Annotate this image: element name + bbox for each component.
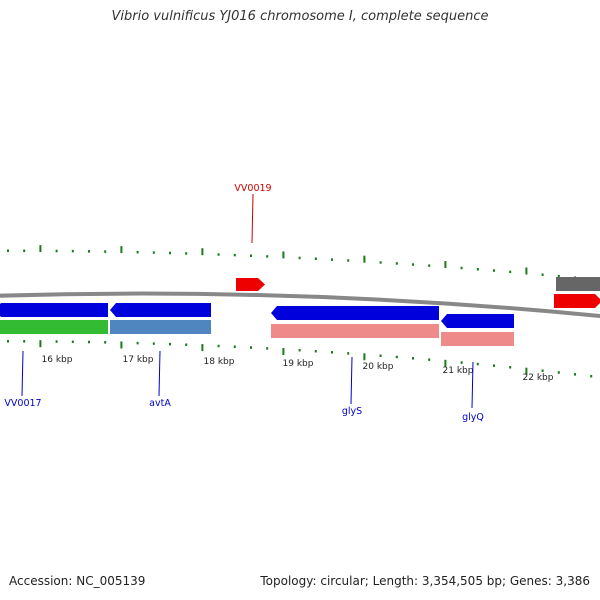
label-leader-line bbox=[21, 350, 24, 397]
gene-arrow-glys bbox=[271, 306, 439, 320]
label-leader-line bbox=[251, 193, 254, 244]
gene-arrow-right-edge bbox=[554, 294, 600, 308]
gene-label-glyq: glyQ bbox=[462, 412, 484, 423]
map-title: Vibrio vulnificus YJ016 chromosome I, co… bbox=[111, 9, 489, 24]
label-leader-line bbox=[158, 350, 161, 397]
tick-label-group: 16 kbp 17 kbp 18 kbp 19 kbp 20 kbp 21 kbp 22 k… bbox=[42, 355, 554, 383]
tick-label: 22 kbp bbox=[523, 373, 554, 383]
cds-bar-glys bbox=[271, 324, 439, 338]
cds-bar-vv0017 bbox=[0, 320, 108, 334]
cds-bar-glyq bbox=[441, 332, 514, 346]
gene-arrow-avta bbox=[110, 303, 211, 317]
tick-label: 19 kbp bbox=[283, 359, 314, 369]
label-leader-line bbox=[350, 356, 353, 405]
cds-bar-avta bbox=[110, 320, 211, 334]
gene-arrow-glyq bbox=[441, 314, 514, 328]
topology-summary: Topology: circular; Length: 3,354,505 bp… bbox=[260, 574, 590, 588]
gene-label-vv0017: VV0017 bbox=[4, 398, 41, 409]
gene-label-avta: avtA bbox=[149, 398, 171, 409]
tick-label: 20 kbp bbox=[363, 362, 394, 372]
accession-label: Accession: NC_005139 bbox=[9, 574, 146, 588]
tick-label: 17 kbp bbox=[123, 355, 154, 365]
gene-label-glys: glyS bbox=[342, 406, 362, 417]
gene-label-group: VV0017 avtA VV0019 glyS glyQ bbox=[4, 183, 483, 423]
gene-arrow-vv0019 bbox=[236, 278, 265, 291]
gene-bar-right-edge bbox=[556, 277, 600, 291]
gene-label-vv0019: VV0019 bbox=[234, 183, 271, 194]
tick-label: 18 kbp bbox=[204, 357, 235, 367]
tick-label: 16 kbp bbox=[42, 355, 73, 365]
gene-arrow-vv0017 bbox=[0, 303, 108, 317]
sequence-backbone bbox=[0, 291, 600, 319]
tick-label: 21 kbp bbox=[443, 366, 474, 376]
feature-track bbox=[0, 277, 600, 346]
label-leader-line bbox=[471, 361, 474, 409]
lower-tick-ring bbox=[7, 340, 593, 378]
upper-tick-ring bbox=[7, 245, 593, 281]
